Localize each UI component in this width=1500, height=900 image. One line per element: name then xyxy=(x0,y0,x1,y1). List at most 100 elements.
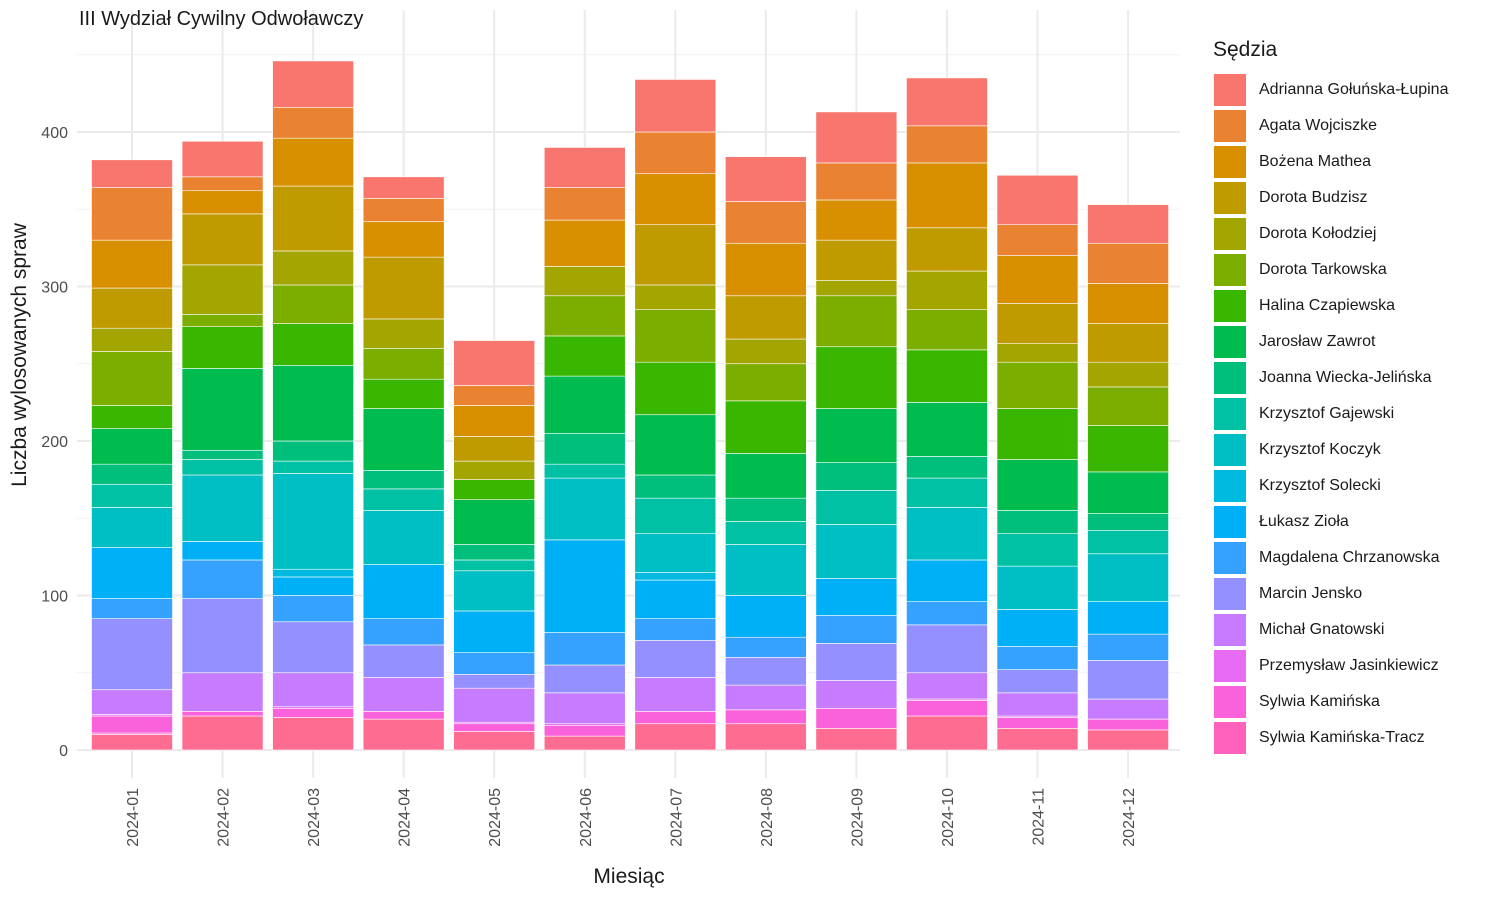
legend-label: Marcin Jensko xyxy=(1259,585,1363,602)
bar-stack-2024-05 xyxy=(453,340,536,751)
bar-segment xyxy=(815,111,898,164)
bar-segment xyxy=(181,140,264,178)
legend-item: Dorota Budzisz xyxy=(1213,180,1498,216)
bar-segment xyxy=(996,459,1079,511)
legend-items: Adrianna Gołuńska-Łupina Agata Wojciszke B… xyxy=(1213,72,1498,756)
bar-segment xyxy=(362,564,445,619)
bar-segment xyxy=(543,335,626,377)
bar-segment xyxy=(996,361,1079,409)
bar-segment xyxy=(1087,660,1169,700)
legend: Sędzia Adrianna Gołuńska-Łupina Agata Woj… xyxy=(1213,38,1498,756)
legend-item: Jarosław Zawrot xyxy=(1213,324,1498,360)
x-tick-label: 2024-09 xyxy=(849,788,866,847)
bar-segment xyxy=(1087,553,1169,602)
bar-segment xyxy=(906,270,988,310)
legend-item: Joanna Wiecka-Jelińska xyxy=(1213,360,1498,396)
legend-item: Krzysztof Solecki xyxy=(1213,468,1498,504)
legend-swatch xyxy=(1213,361,1247,395)
bar-segment xyxy=(272,185,354,252)
y-tick-label: 100 xyxy=(41,589,68,606)
legend-swatch xyxy=(1213,505,1247,539)
bar-segment xyxy=(91,159,173,188)
x-tick-label: 2024-04 xyxy=(397,788,414,847)
bar-segment xyxy=(181,264,264,315)
bar-segment xyxy=(1087,425,1169,473)
bar-segment xyxy=(543,463,626,479)
bar-segment xyxy=(453,652,536,675)
bar-stack-2024-02 xyxy=(181,140,264,751)
bar-segment xyxy=(453,460,536,480)
bar-segment xyxy=(272,473,354,570)
bar-segment xyxy=(634,723,717,751)
bar-segment xyxy=(634,579,717,619)
bar-segment xyxy=(181,715,264,751)
legend-label: Krzysztof Koczyk xyxy=(1259,441,1381,458)
bar-segment xyxy=(91,547,173,599)
legend-swatch xyxy=(1213,541,1247,575)
bar-segment xyxy=(453,436,536,462)
bar-segment xyxy=(906,162,988,229)
bar-segment xyxy=(91,287,173,329)
bar-stack-2024-04 xyxy=(362,176,445,751)
bar-segment xyxy=(996,408,1079,460)
bar-segment xyxy=(543,632,626,666)
legend-item: Magdalena Chrzanowska xyxy=(1213,540,1498,576)
bar-segment xyxy=(815,578,898,616)
bar-segment xyxy=(634,677,717,712)
x-tick-label: 2024-06 xyxy=(578,788,595,847)
bar-segment xyxy=(91,689,173,715)
bar-segment xyxy=(181,559,264,599)
bar-segment xyxy=(634,79,717,133)
legend-label: Bożena Mathea xyxy=(1259,153,1372,170)
bar-segment xyxy=(996,510,1079,534)
bar-segment xyxy=(543,692,626,725)
bar-segment xyxy=(272,137,354,187)
bar-segment xyxy=(91,507,173,548)
bar-segment xyxy=(815,408,898,463)
bar-segment xyxy=(906,349,988,403)
bar-segment xyxy=(906,507,988,561)
bar-segment xyxy=(725,684,807,711)
bar-segment xyxy=(362,718,445,751)
bar-segment xyxy=(906,77,988,127)
bar-segment xyxy=(634,224,717,286)
bar-segment xyxy=(815,346,898,409)
legend-label: Krzysztof Solecki xyxy=(1259,477,1381,494)
bar-segment xyxy=(906,672,988,700)
bar-segment xyxy=(815,162,898,201)
bar-segment xyxy=(815,615,898,644)
bar-segment xyxy=(543,219,626,267)
bar-segment xyxy=(91,327,173,352)
bar-segment xyxy=(725,400,807,454)
bar-segment xyxy=(725,201,807,244)
bar-segment xyxy=(815,199,898,241)
bar-segment xyxy=(543,477,626,541)
bar-segment xyxy=(362,470,445,490)
bar-segment xyxy=(543,539,626,633)
legend-swatch xyxy=(1213,181,1247,215)
bar-segment xyxy=(906,715,988,751)
bar-segment xyxy=(272,672,354,708)
legend-label: Dorota Kołodziej xyxy=(1259,225,1377,242)
bar-segment xyxy=(725,656,807,686)
bar-segment xyxy=(362,618,445,646)
bar-segment xyxy=(1087,242,1169,284)
bar-segment xyxy=(91,618,173,691)
bar-segment xyxy=(725,156,807,202)
y-tick-label: 300 xyxy=(41,280,68,297)
bar-segment xyxy=(181,213,264,266)
bar-stack-2024-09 xyxy=(815,111,898,751)
bar-segment xyxy=(815,707,898,729)
bar-segment xyxy=(815,643,898,681)
bar-stack-2024-01 xyxy=(91,159,173,751)
bar-segment xyxy=(362,510,445,565)
y-axis-ticks: 0 100 200 300 400 xyxy=(41,125,68,760)
legend-item: Dorota Tarkowska xyxy=(1213,252,1498,288)
bar-segment xyxy=(91,351,173,406)
bar-segment xyxy=(272,717,354,751)
bar-segment xyxy=(906,559,988,602)
bar-segment xyxy=(996,646,1079,670)
bar-segment xyxy=(453,723,536,732)
bar-segment xyxy=(725,497,807,522)
bar-segment xyxy=(634,618,717,641)
